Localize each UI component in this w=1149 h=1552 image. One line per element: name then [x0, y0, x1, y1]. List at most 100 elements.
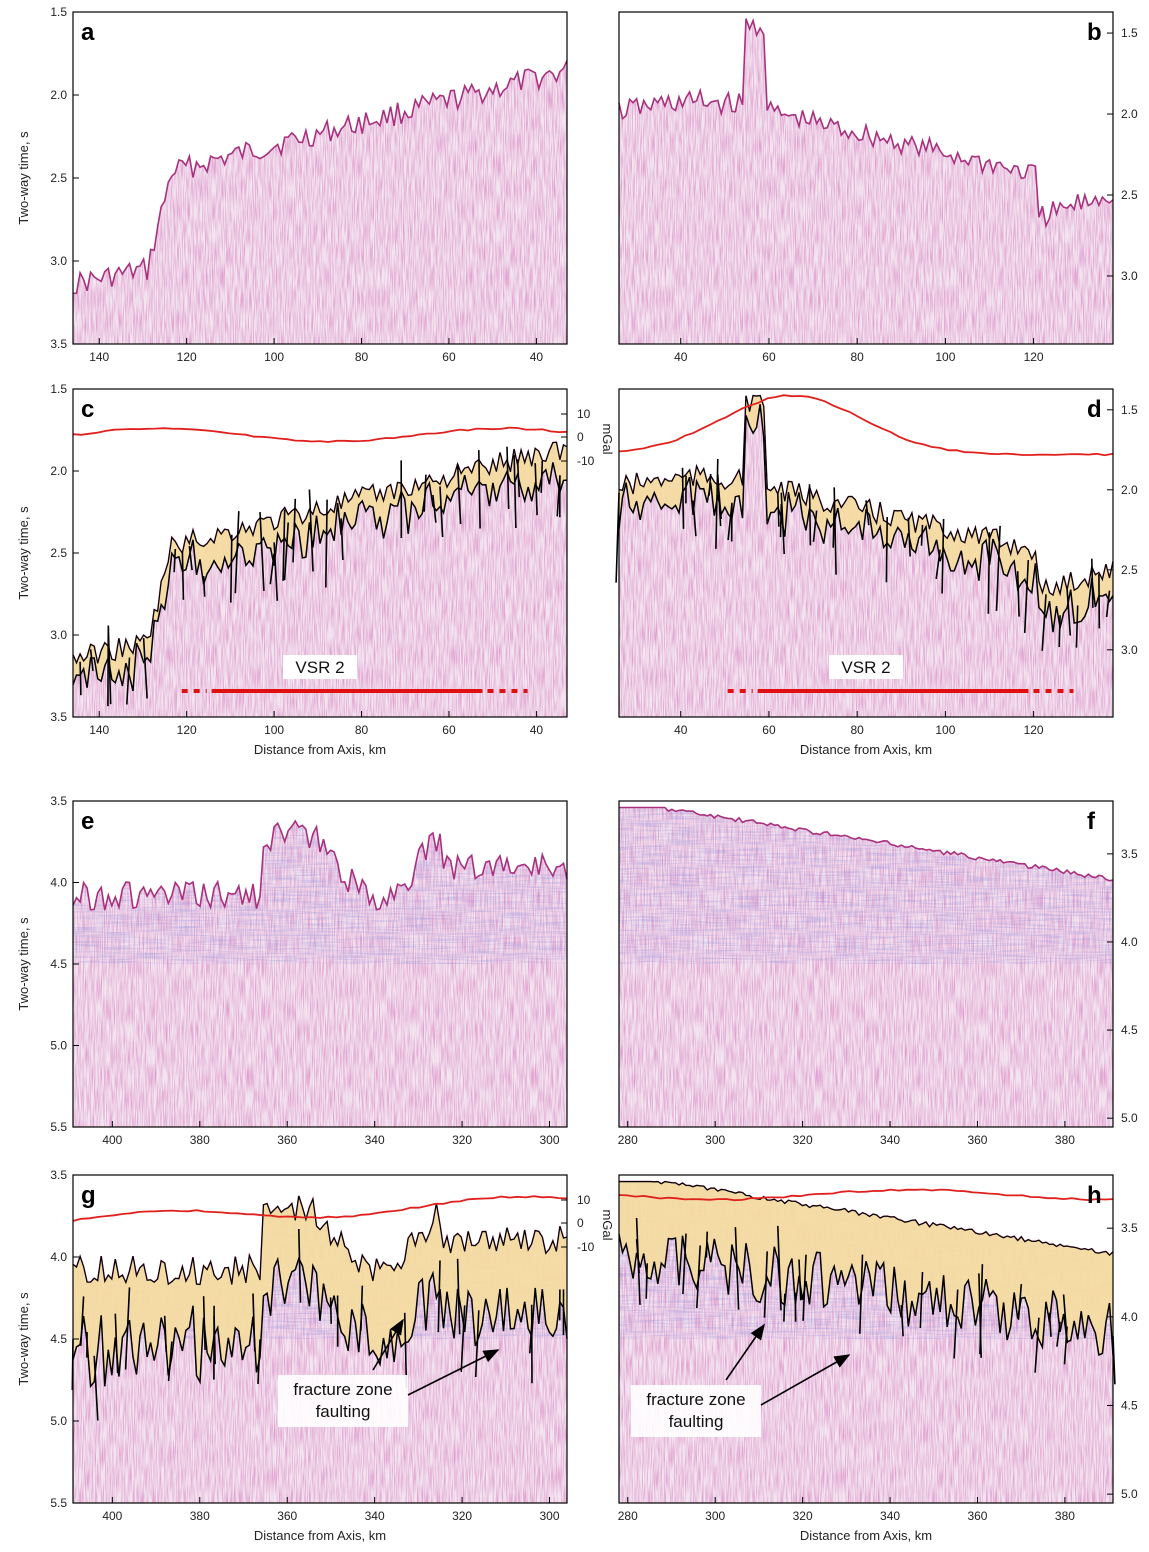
fault-line — [717, 478, 722, 520]
y-tick-label: 5.5 — [50, 1120, 67, 1134]
y-axis-title: Two-way time, s — [16, 917, 31, 1011]
x-tick-label: 280 — [618, 1133, 638, 1147]
y-axis-title: Two-way time, s — [16, 506, 31, 600]
x-tick-label: 140 — [89, 723, 109, 737]
sediment-fill-h — [619, 1181, 1113, 1356]
fault-line — [269, 553, 275, 585]
fault-line — [979, 1264, 984, 1355]
fault-line — [1058, 615, 1061, 648]
fault-line — [230, 534, 233, 603]
fault-line — [1091, 558, 1094, 608]
fault-line — [432, 494, 437, 523]
x-tick-label: 360 — [967, 1509, 987, 1523]
y-tick-label: 4.0 — [1121, 935, 1138, 949]
x-tick-label: 120 — [177, 723, 197, 737]
annotation-box — [631, 1385, 761, 1437]
x-tick-label: 300 — [705, 1509, 725, 1523]
seafloor-reflector-e — [72, 819, 568, 911]
x-tick-label: 100 — [935, 723, 955, 737]
x-tick-label: 340 — [365, 1509, 385, 1523]
x-tick-label: 320 — [793, 1133, 813, 1147]
y-axis-title: Two-way time, s — [16, 131, 31, 225]
x-tick-label: 340 — [880, 1509, 900, 1523]
fault-line — [516, 459, 521, 498]
y-tick-label: 3.0 — [1121, 269, 1138, 283]
panel-e: e 400 380 360 340 320 300 3.5 4.0 4.5 5.0 5.5 Two-wa… — [16, 794, 568, 1147]
x-tick-label: 300 — [705, 1133, 725, 1147]
fault-line — [1066, 589, 1072, 636]
x-tick-label: 300 — [539, 1133, 559, 1147]
gravity-tick-label: -10 — [577, 1240, 595, 1254]
fault-line — [202, 576, 206, 597]
fault-line — [941, 518, 945, 594]
fault-line — [163, 1315, 167, 1352]
x-axis-title: Distance from Axis, km — [254, 742, 386, 757]
fault-line — [907, 517, 911, 557]
fracture-zone-annotation: fracture zone — [646, 1390, 745, 1409]
fault-line — [188, 546, 193, 571]
y-tick-label: 3.5 — [1121, 847, 1138, 861]
fault-line — [935, 549, 941, 580]
y-axis-title: Two-way time, s — [16, 1292, 31, 1386]
y-tick-label: 3.0 — [1121, 643, 1138, 657]
fault-line — [126, 657, 131, 705]
fault-line — [114, 1313, 119, 1374]
fault-line — [763, 1251, 768, 1318]
x-tick-label: 360 — [277, 1133, 297, 1147]
fault-line — [259, 512, 265, 591]
panel-d: d 40 60 80 100 120 1.5 2.0 2.5 3.0 Distance from A… — [615, 388, 1138, 757]
gravity-anomaly-curve-c — [72, 426, 568, 443]
panel-a: a 140 120 100 80 60 40 1.5 2.0 2.5 3.0 3.5 Two-way t… — [16, 5, 568, 364]
fault-line — [692, 500, 697, 537]
basement-horizon-g — [72, 1256, 568, 1389]
y-tick-label: 2.5 — [1121, 188, 1138, 202]
y-tick-label: 1.5 — [1121, 403, 1138, 417]
x-tick-label: 120 — [1024, 723, 1044, 737]
fault-line — [1016, 571, 1020, 617]
fault-line — [635, 1239, 640, 1274]
fault-line — [79, 661, 82, 696]
fault-line — [802, 1254, 807, 1321]
fault-line — [340, 518, 344, 561]
fault-line — [142, 638, 148, 699]
fault-line — [456, 464, 462, 525]
y-tick-label: 3.5 — [50, 794, 67, 808]
y-tick-label: 2.0 — [1121, 483, 1138, 497]
x-tick-label: 80 — [355, 350, 369, 364]
fault-line — [282, 509, 286, 581]
vsr-label: VSR 2 — [841, 658, 890, 677]
fault-line — [900, 1304, 904, 1337]
seafloor-horizon-c — [72, 441, 568, 665]
y-tick-label: 4.5 — [1121, 1023, 1138, 1037]
sediment-fill-d — [619, 395, 1113, 633]
x-tick-label: 300 — [539, 1509, 559, 1523]
water-column-b — [619, 12, 1113, 226]
x-tick-label: 100 — [264, 350, 284, 364]
basement-horizon-d — [618, 404, 1114, 633]
panel-frame-d — [618, 388, 1114, 718]
x-tick-label: 320 — [793, 1509, 813, 1523]
vsr-label-box — [283, 655, 357, 679]
fault-line — [812, 510, 818, 542]
fault-line — [529, 1324, 533, 1354]
y-tick-label: 3.5 — [50, 710, 67, 724]
fault-line — [987, 532, 991, 614]
x-tick-label: 340 — [880, 1133, 900, 1147]
fault-line — [1041, 594, 1047, 651]
x-tick-label: 380 — [190, 1133, 210, 1147]
panel-f: f 280 300 320 340 360 380 3.5 4.0 4.5 5.0 — [618, 800, 1138, 1147]
x-axis-title: Distance from Axis, km — [800, 1528, 932, 1543]
fault-line — [456, 1258, 461, 1335]
x-tick-label: 340 — [365, 1133, 385, 1147]
x-tick-label: 60 — [762, 350, 776, 364]
y-tick-label: 5.0 — [1121, 1487, 1138, 1501]
x-axis-title: Distance from Axis, km — [800, 742, 932, 757]
fault-line — [173, 548, 177, 573]
gravity-tick-label: 10 — [577, 1193, 591, 1207]
fault-line — [273, 542, 279, 601]
fault-line — [460, 1305, 466, 1372]
x-tick-label: 120 — [1024, 350, 1044, 364]
fault-line — [681, 467, 685, 529]
panel-label-f: f — [1087, 808, 1096, 835]
fault-line — [298, 1228, 302, 1303]
